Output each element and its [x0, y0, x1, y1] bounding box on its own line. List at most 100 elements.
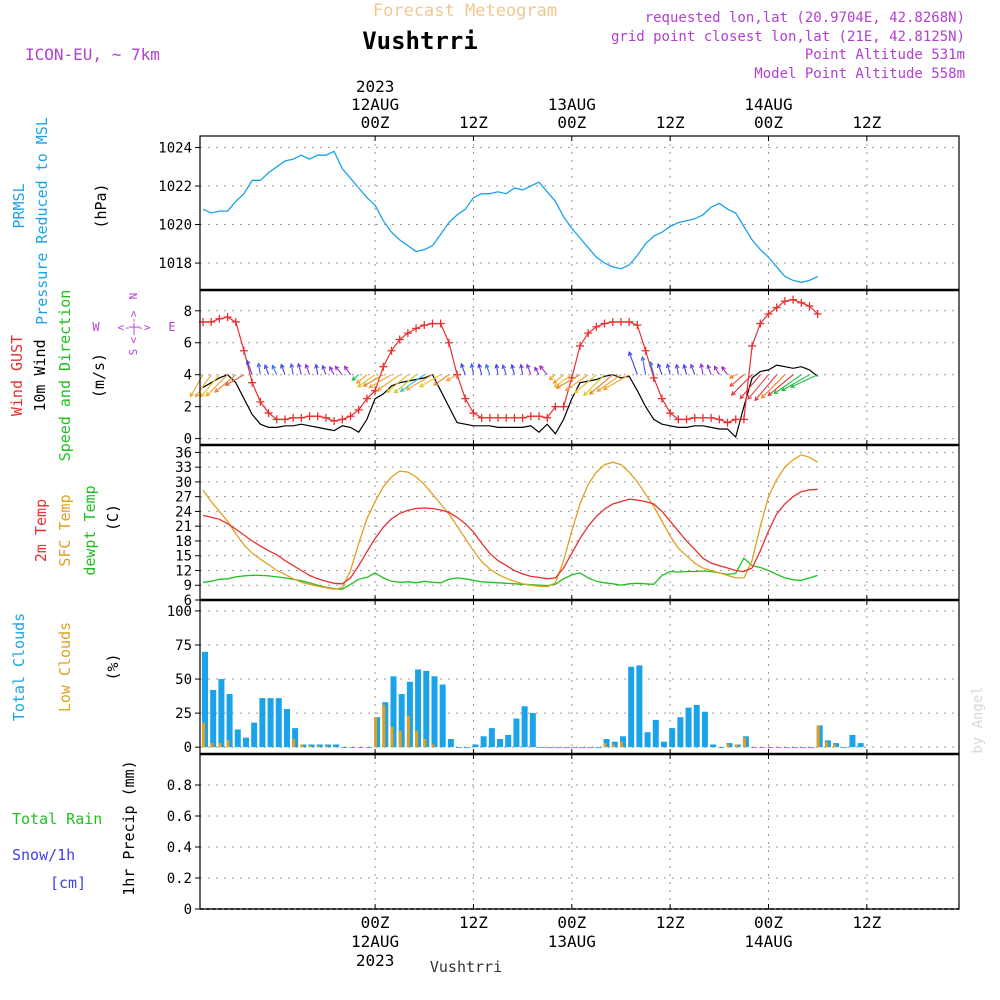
gust-marker	[280, 415, 289, 424]
gust-marker	[657, 394, 666, 403]
gust-marker	[436, 319, 445, 328]
gust-marker	[526, 412, 535, 421]
total-cloud-bar	[546, 747, 553, 748]
top-tick-label: 12Z	[852, 113, 881, 132]
wind-vector	[368, 374, 392, 389]
gust-marker	[739, 415, 748, 424]
total-cloud-bar	[292, 728, 299, 748]
y-tick-label: 12	[175, 563, 192, 579]
wind-gust-line	[203, 298, 819, 424]
gust-marker	[551, 402, 560, 411]
total-cloud-bar	[628, 666, 635, 748]
gust-marker	[502, 413, 511, 422]
top-tick-date: 14AUG	[744, 95, 792, 114]
total-cloud-bar	[767, 747, 774, 748]
gust-marker	[748, 341, 757, 350]
total-cloud-bar	[357, 747, 364, 748]
low-cloud-bar	[742, 737, 746, 748]
wind-vector	[494, 363, 500, 375]
model-altitude: Model Point Altitude 558m	[754, 66, 965, 82]
gust-marker	[297, 413, 306, 422]
low-cloud-bar	[603, 743, 607, 748]
total-cloud-bar	[234, 729, 241, 748]
label-dewpt-temp: dewpt Temp	[81, 485, 99, 575]
low-cloud-bar	[300, 744, 304, 748]
y-tick-label: 2	[184, 400, 192, 416]
gust-marker	[444, 338, 453, 347]
wind-vector	[665, 363, 671, 375]
wind-vector	[501, 364, 507, 375]
gust-marker	[608, 317, 617, 326]
wind-vector	[640, 355, 647, 375]
wind-vector	[582, 374, 605, 397]
bottom-tick-date: 12AUG	[351, 932, 399, 951]
total-cloud-bar	[587, 747, 594, 748]
gust-marker	[682, 415, 691, 424]
gust-marker	[731, 415, 740, 424]
wind-vector	[304, 363, 311, 375]
total-cloud-bar	[472, 744, 479, 748]
total-cloud-bar	[513, 718, 520, 748]
wind-vector	[760, 374, 786, 399]
wind-vector	[689, 363, 696, 375]
wind-vector	[648, 360, 655, 375]
wind-vector	[789, 374, 818, 388]
total-cloud-bar	[431, 676, 438, 748]
panels: 1018 1020 1022 1024 PRMSL Pressure Reduced to…	[8, 117, 960, 918]
total-cloud-bar	[538, 747, 545, 748]
wind-vector	[729, 374, 745, 387]
label-low-clouds: Low Clouds	[56, 622, 74, 712]
wind-vector	[214, 374, 237, 393]
label-prmsl: PRMSL	[10, 183, 28, 228]
total-cloud-bar	[480, 736, 487, 748]
total-cloud-bar	[464, 747, 471, 748]
total-cloud-bar	[341, 747, 348, 748]
bottom-tick-label: 12Z	[459, 913, 488, 932]
gust-marker	[248, 378, 257, 387]
gust-marker	[395, 335, 404, 344]
gust-marker	[535, 412, 544, 421]
gust-marker	[354, 405, 363, 414]
wind-vector	[460, 362, 466, 375]
label-ms: (m/s)	[90, 353, 108, 398]
wind-vector	[385, 374, 409, 394]
gust-marker	[264, 409, 273, 418]
y-tick-label: 15	[175, 549, 192, 565]
wind-vector	[245, 359, 253, 375]
gust-marker	[576, 341, 584, 350]
total-cloud-bar	[595, 747, 602, 748]
gust-marker	[698, 413, 707, 422]
low-cloud-bar	[324, 745, 328, 748]
gust-marker	[428, 319, 437, 328]
wind-vector	[362, 374, 384, 387]
total-cloud-bar	[652, 719, 659, 748]
gust-marker	[412, 324, 421, 333]
gust-marker	[313, 412, 322, 421]
y-tick-label: 25	[175, 706, 192, 722]
gust-marker	[518, 413, 527, 422]
total-cloud-bar	[447, 739, 454, 748]
wind-vector	[256, 362, 262, 375]
total-cloud-bar	[701, 711, 708, 748]
wind-vector	[656, 362, 663, 375]
total-cloud-bar	[570, 747, 577, 748]
compass-north: N	[127, 293, 140, 300]
total-cloud-bar	[800, 747, 807, 748]
label-wind-gust: Wind GUST	[8, 335, 26, 416]
total-cloud-bar	[333, 744, 340, 748]
gust-marker	[797, 298, 806, 307]
low-cloud-bar	[816, 725, 820, 748]
wind-vector	[519, 363, 524, 375]
total-cloud-bar	[202, 651, 208, 748]
wind-vector	[433, 374, 450, 386]
y-tick-label: 6	[184, 336, 192, 352]
wind-vector	[376, 374, 401, 391]
gust-marker	[223, 313, 232, 322]
low-cloud-bar	[833, 744, 837, 748]
wind-vector	[602, 374, 630, 390]
gust-marker	[543, 413, 552, 422]
total-cloud-bar	[644, 732, 651, 748]
gust-marker	[690, 413, 699, 422]
low-cloud-bar	[382, 704, 386, 748]
total-cloud-bar	[759, 747, 766, 748]
